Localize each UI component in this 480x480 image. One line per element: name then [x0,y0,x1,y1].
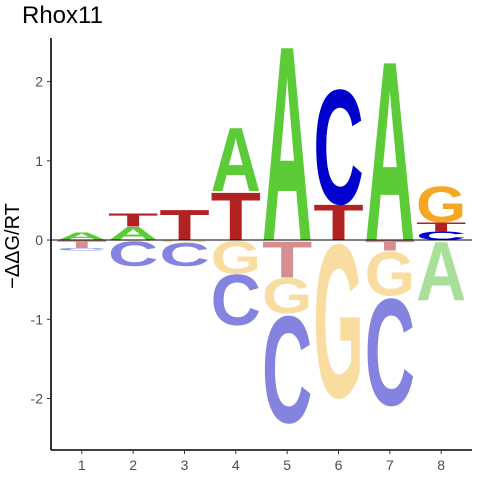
glyph-pos2-up-A: A [108,223,158,244]
x-tick-label: 8 [437,457,445,473]
glyph-pos7-down-T: T [365,237,415,253]
x-tick-label: 1 [78,457,86,473]
glyph-pos4-up-A: A [211,110,261,211]
glyph-pos5-up-A: A [262,0,312,300]
x-tick-label: 5 [283,457,291,473]
glyph-pos1-up-A: A [57,230,107,242]
axes: -2 -1 0 1 2 1 2 3 4 5 6 7 8 [31,38,472,473]
glyph-pos3-down-C: C [159,236,209,273]
glyph-pos4-up-T: T [211,178,261,255]
glyph-pos1-down-C: C [57,247,107,251]
glyph-pos6-up-T: T [313,194,364,251]
glyph-pos5-down-C: C [262,286,312,456]
glyph-pos2-up-T: T [108,210,158,231]
glyph-pos7-up-A: A [365,8,415,295]
glyph-pos2-down-C: C [108,234,158,274]
glyph-pos3-up-T: T [159,201,209,250]
x-tick-label: 6 [335,457,343,473]
chart-title: Rhox11 [22,2,103,29]
glyph-pos5-down-G: G [262,269,312,324]
y-tick-label: 1 [35,153,43,169]
glyph-pos8-up-G: G [416,176,466,233]
y-tick-label: 2 [35,74,43,90]
glyph-pos8-up-T: T [416,220,466,235]
x-tick-label: 2 [129,457,137,473]
glyph-pos1-down-T: T [57,238,107,250]
x-tick-label: 7 [386,457,394,473]
x-tick-label: 4 [232,457,240,473]
glyph-pos8-down-A: A [416,225,466,319]
y-tick-label: 0 [35,232,43,248]
y-tick-label: -2 [31,391,44,407]
logo-glyphs: ATCATGCTGCTAGCATGCTCGATGCCTGA [57,0,467,456]
glyph-pos3-down-G: G [159,239,209,243]
x-tick-label: 3 [181,457,189,473]
glyph-pos7-down-G: G [365,238,415,309]
glyph-pos8-up-C: C [416,229,466,243]
glyph-pos4-down-C: C [211,261,261,341]
y-tick-label: -1 [31,311,44,327]
glyph-pos7-down-C: C [365,268,415,438]
glyph-pos6-up-C: C [313,55,363,238]
glyph-pos6-down-G: G [313,200,363,444]
